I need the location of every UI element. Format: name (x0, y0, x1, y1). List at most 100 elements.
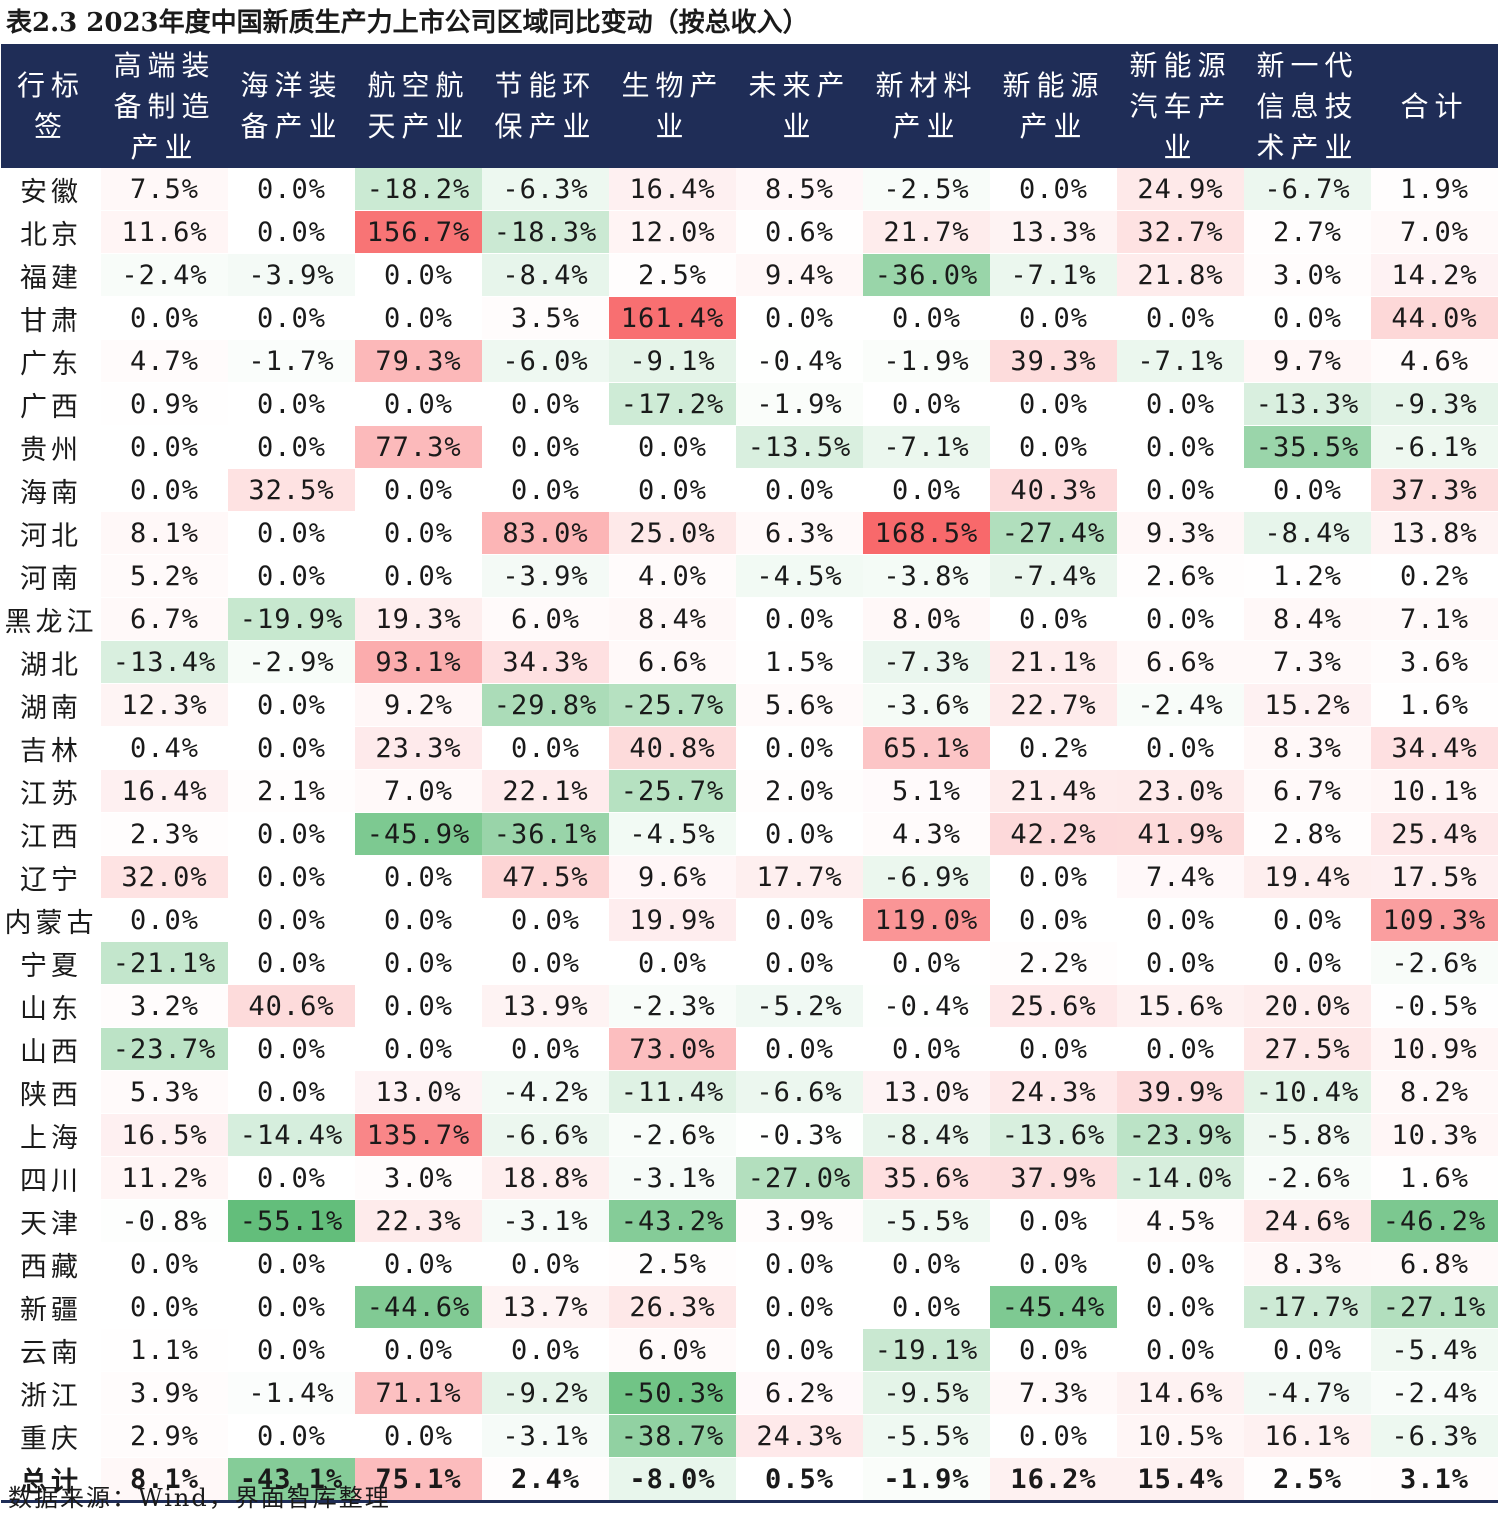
value-cell: 0.0% (482, 425, 609, 469)
value-cell: -14.0% (1117, 1156, 1244, 1200)
region-label: 河北 (1, 511, 101, 555)
value-cell: 13.0% (863, 1070, 990, 1114)
value-cell: 0.0% (863, 1285, 990, 1329)
value-cell: 0.0% (736, 1242, 863, 1286)
value-cell: -6.0% (482, 339, 609, 383)
value-cell: 0.0% (1117, 296, 1244, 340)
value-cell: 0.0% (228, 941, 355, 985)
value-cell: 6.0% (482, 597, 609, 641)
column-header: 新一代信息技术产业 (1244, 44, 1371, 168)
value-cell: -7.1% (1117, 339, 1244, 383)
value-cell: -44.6% (355, 1285, 482, 1329)
region-label: 海南 (1, 468, 101, 512)
value-cell: 0.0% (990, 382, 1117, 426)
value-cell: 0.0% (228, 1027, 355, 1071)
value-cell: 0.0% (355, 468, 482, 512)
value-cell: 0.0% (355, 1328, 482, 1372)
value-cell: 32.7% (1117, 210, 1244, 254)
value-cell: 83.0% (482, 511, 609, 555)
value-cell: -10.4% (1244, 1070, 1371, 1114)
column-header: 海洋装备产业 (228, 44, 355, 168)
value-cell: 0.0% (228, 1414, 355, 1458)
value-cell: -27.1% (1371, 1285, 1498, 1329)
value-cell: -1.7% (228, 339, 355, 383)
value-cell: 0.0% (228, 382, 355, 426)
value-cell: -5.5% (863, 1414, 990, 1458)
value-cell: -23.7% (101, 1027, 228, 1071)
source-note: 数据来源：Wind，界面智库整理 (8, 1484, 391, 1512)
value-cell: -27.0% (736, 1156, 863, 1200)
value-cell: 2.3% (101, 812, 228, 856)
value-cell: -3.1% (609, 1156, 736, 1200)
value-cell: 71.1% (355, 1371, 482, 1415)
value-cell: 0.9% (101, 382, 228, 426)
value-cell: 32.0% (101, 855, 228, 899)
value-cell: 21.4% (990, 769, 1117, 813)
value-cell: 0.0% (355, 1242, 482, 1286)
value-cell: -6.6% (482, 1113, 609, 1157)
value-cell: 0.0% (736, 898, 863, 942)
value-cell: 0.2% (990, 726, 1117, 770)
value-cell: -4.2% (482, 1070, 609, 1114)
value-cell: 0.0% (1244, 898, 1371, 942)
value-cell: -17.2% (609, 382, 736, 426)
value-cell: 0.0% (228, 210, 355, 254)
region-label: 上海 (1, 1113, 101, 1157)
value-cell: 0.0% (990, 855, 1117, 899)
value-cell: -6.7% (1244, 168, 1371, 211)
value-cell: 0.0% (228, 1285, 355, 1329)
region-label: 广东 (1, 339, 101, 383)
value-cell: 16.4% (101, 769, 228, 813)
value-cell: 3.1% (1371, 1457, 1498, 1503)
region-label: 湖南 (1, 683, 101, 727)
value-cell: -7.1% (863, 425, 990, 469)
value-cell: 0.0% (482, 382, 609, 426)
table-title: 表2.3 2023年度中国新质生产力上市公司区域同比变动（按总收入） (6, 8, 809, 38)
value-cell: -36.1% (482, 812, 609, 856)
region-label: 浙江 (1, 1371, 101, 1415)
value-cell: 6.2% (736, 1371, 863, 1415)
value-cell: 8.3% (1244, 726, 1371, 770)
value-cell: -1.9% (863, 1457, 990, 1503)
value-cell: 24.3% (990, 1070, 1117, 1114)
value-cell: 0.0% (736, 296, 863, 340)
value-cell: 0.0% (228, 425, 355, 469)
value-cell: -23.9% (1117, 1113, 1244, 1157)
value-cell: 0.0% (609, 468, 736, 512)
total-row: 总计 8.1% -43.1% 75.1% 2.4% -8.0% 0.5% -1.9% 16.2%… (1, 1457, 1498, 1503)
region-label: 安徽 (1, 168, 101, 211)
value-cell: 10.5% (1117, 1414, 1244, 1458)
value-cell: 7.1% (1371, 597, 1498, 641)
value-cell: -38.7% (609, 1414, 736, 1458)
value-cell: 7.0% (355, 769, 482, 813)
value-cell: 13.7% (482, 1285, 609, 1329)
value-cell: 0.0% (228, 812, 355, 856)
value-cell: 0.0% (609, 425, 736, 469)
table-row: 北京 11.6% 0.0% 156.7% -18.3% 12.0% 0.6% 21.7% 13.… (1, 210, 1498, 254)
value-cell: 34.4% (1371, 726, 1498, 770)
value-cell: -55.1% (228, 1199, 355, 1243)
table-row: 云南 1.1% 0.0% 0.0% 0.0% 6.0% 0.0% -19.1% 0.0% 0.0%… (1, 1328, 1498, 1372)
value-cell: 39.9% (1117, 1070, 1244, 1114)
value-cell: 9.6% (609, 855, 736, 899)
table-row: 海南 0.0% 32.5% 0.0% 0.0% 0.0% 0.0% 0.0% 40.3% 0.0%… (1, 468, 1498, 512)
value-cell: 6.8% (1371, 1242, 1498, 1286)
value-cell: -36.0% (863, 253, 990, 297)
value-cell: 34.3% (482, 640, 609, 684)
value-cell: 0.0% (228, 554, 355, 598)
region-label: 山西 (1, 1027, 101, 1071)
value-cell: 18.8% (482, 1156, 609, 1200)
value-cell: -3.1% (482, 1414, 609, 1458)
value-cell: -25.7% (609, 683, 736, 727)
value-cell: 41.9% (1117, 812, 1244, 856)
region-label: 陕西 (1, 1070, 101, 1114)
value-cell: 15.2% (1244, 683, 1371, 727)
column-header: 生物产业 (609, 44, 736, 168)
value-cell: 4.3% (863, 812, 990, 856)
value-cell: 0.0% (863, 1242, 990, 1286)
value-cell: 3.0% (1244, 253, 1371, 297)
value-cell: 10.1% (1371, 769, 1498, 813)
value-cell: 0.0% (228, 1156, 355, 1200)
value-cell: 2.5% (609, 253, 736, 297)
table-row: 河南 5.2% 0.0% 0.0% -3.9% 4.0% -4.5% -3.8% -7.4% 2.… (1, 554, 1498, 598)
